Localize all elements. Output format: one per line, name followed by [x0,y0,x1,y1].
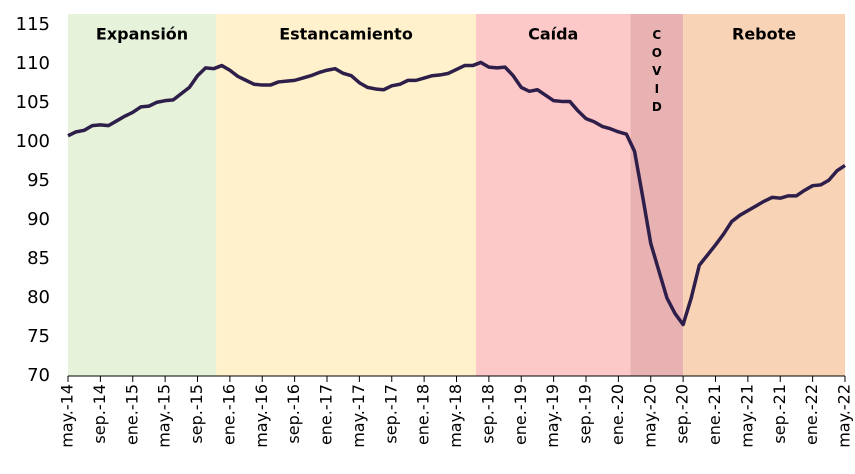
x-tick-label: sep.-19 [576,384,595,444]
x-tick-label: may.-17 [349,384,368,448]
region [216,14,476,376]
y-tick-label: 90 [27,209,50,230]
y-tick-label: 105 [16,92,50,113]
region [475,14,631,376]
region-label: Rebote [732,25,796,44]
region-label: Estancamiento [279,25,413,44]
x-tick-label: ene.-17 [317,384,336,445]
x-tick-label: may.-22 [835,384,854,448]
x-tick-label: may.-16 [252,384,271,448]
x-tick-label: ene.-19 [511,384,530,445]
x-tick-label: may.-20 [640,384,659,448]
y-tick-label: 95 [27,170,50,191]
y-tick-label: 115 [16,14,50,35]
region-label: Caída [528,25,578,44]
x-tick-label: sep.-17 [381,384,400,444]
x-tick-label: may.-21 [737,384,756,448]
y-tick-label: 110 [16,53,50,74]
region-label: Expansión [96,25,188,44]
x-tick-label: sep.-15 [187,384,206,444]
x-tick-label: ene.-18 [414,384,433,445]
y-tick-label: 75 [27,326,50,347]
x-tick-label: ene.-15 [122,384,141,445]
region [683,14,845,376]
region-label: COVID [650,28,664,118]
x-tick-label: may.-15 [155,384,174,448]
x-tick-label: ene.-22 [802,384,821,445]
x-tick-label: may.-18 [446,384,465,448]
x-tick-label: sep.-20 [673,384,692,444]
y-tick-label: 70 [27,365,50,386]
x-tick-label: may.-14 [58,384,77,448]
y-tick-label: 85 [27,248,50,269]
x-tick-label: sep.-14 [90,384,109,444]
y-tick-label: 80 [27,287,50,308]
x-tick-label: sep.-16 [284,384,303,444]
x-tick-label: ene.-21 [705,384,724,445]
x-tick-label: ene.-16 [219,384,238,445]
x-tick-label: may.-19 [543,384,562,448]
x-tick-label: sep.-18 [478,384,497,444]
data-line [67,60,846,327]
region [630,14,684,376]
region [68,14,217,376]
y-tick-label: 100 [16,131,50,152]
x-tick-label: sep.-21 [770,384,789,444]
x-tick-label: ene.-20 [608,384,627,445]
